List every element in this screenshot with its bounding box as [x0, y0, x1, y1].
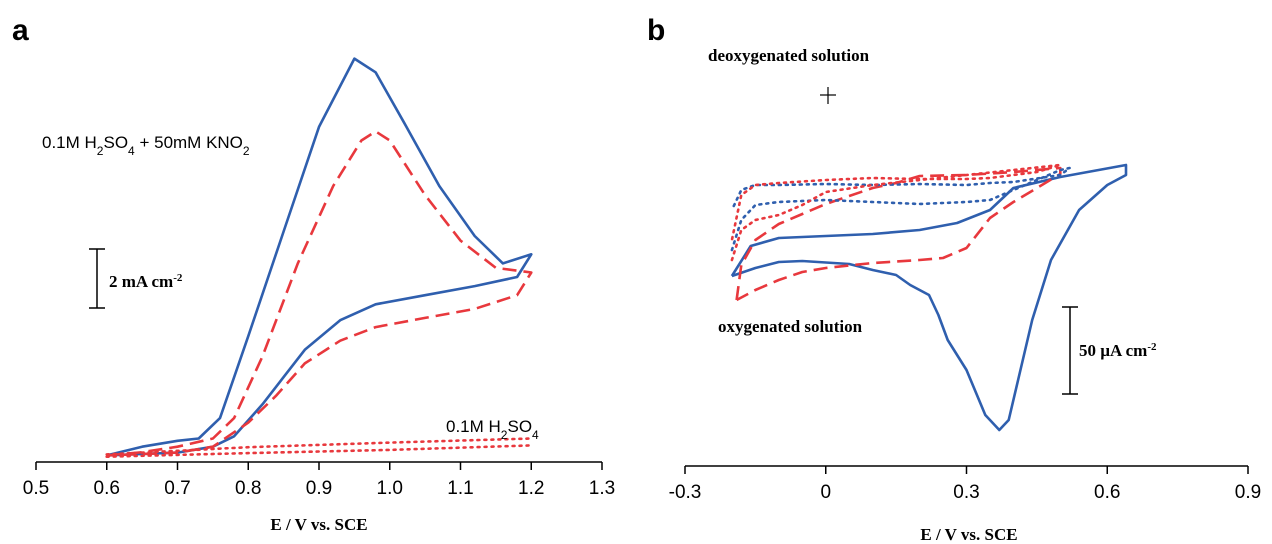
series-line-red-dotted [105, 437, 533, 456]
x-tick-label: 1.0 [377, 478, 403, 499]
panel-b-x-ticks: -0.3 0 0.3 0.6 0.9 [669, 466, 1261, 503]
x-tick-label: 0.6 [94, 478, 120, 499]
x-tick-label: -0.3 [669, 482, 702, 503]
panel-a-series [105, 57, 533, 458]
panel-a-x-ticks: 0.5 0.6 0.7 0.8 0.9 1.0 1.1 1.2 1.3 [23, 462, 615, 499]
x-tick-label: 1.3 [589, 478, 615, 499]
panel-a-annotation-kno2: 0.1M H2SO4 + 50mM KNO2 [42, 133, 250, 158]
series-line-blue-solid [730, 163, 1128, 432]
series-line-red-dashed [106, 130, 533, 457]
series-line-blue-solid [106, 57, 533, 457]
panel-a-scale-bar [89, 248, 105, 309]
panel-a-annotation-h2so4: 0.1M H2SO4 [446, 417, 539, 442]
panel-a-scale-bar-label: 2 mA cm-2 [109, 272, 183, 291]
x-tick-label: 0.7 [164, 478, 190, 499]
series-line-red-dotted [730, 163, 1062, 262]
x-tick-label: 1.2 [518, 478, 544, 499]
panel-b: b -0.3 0 0.3 0.6 0.9 E / V vs. SCE 50 µA cm-… [647, 14, 1261, 544]
panel-a-x-axis-label: E / V vs. SCE [270, 515, 367, 534]
x-tick-label: 0.5 [23, 478, 49, 499]
x-tick-label: 0.9 [1235, 482, 1261, 503]
x-tick-label: 0.9 [306, 478, 332, 499]
panel-b-annotation-deoxygenated: deoxygenated solution [708, 46, 870, 65]
panel-a: a 0.5 0.6 0.7 0.8 0.9 1.0 1.1 1.2 1.3 E / V vs. … [12, 14, 615, 534]
panel-a-label: a [12, 14, 29, 47]
x-tick-label: 0.6 [1094, 482, 1120, 503]
panel-b-series [730, 163, 1128, 432]
panel-b-scale-bar [1062, 306, 1078, 395]
series-line-red-dotted [105, 444, 533, 458]
panel-b-cross-marker [820, 87, 836, 104]
panel-b-x-axis-label: E / V vs. SCE [920, 525, 1017, 544]
x-tick-label: 0.3 [953, 482, 979, 503]
x-tick-label: 0.8 [235, 478, 261, 499]
panel-b-scale-bar-label: 50 µA cm-2 [1079, 341, 1157, 360]
panel-b-annotation-oxygenated: oxygenated solution [718, 317, 863, 336]
x-tick-label: 0 [820, 482, 831, 503]
panel-b-label: b [647, 14, 665, 47]
x-tick-label: 1.1 [447, 478, 473, 499]
